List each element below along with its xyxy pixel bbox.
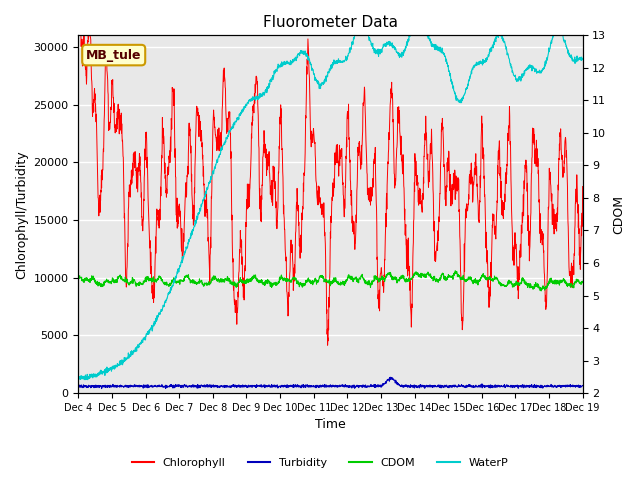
WaterP xyxy=(564,48,572,54)
Chlorophyll xyxy=(320,206,328,212)
Line: Turbidity: Turbidity xyxy=(79,377,582,389)
Chlorophyll xyxy=(75,33,83,38)
CDOM xyxy=(307,280,314,286)
Chlorophyll xyxy=(564,219,572,225)
WaterP xyxy=(564,48,572,53)
Line: Chlorophyll: Chlorophyll xyxy=(79,36,582,345)
WaterP xyxy=(75,374,83,380)
Turbidity xyxy=(98,386,106,392)
WaterP xyxy=(579,56,586,61)
Text: MB_tule: MB_tule xyxy=(86,48,141,61)
Turbidity xyxy=(564,383,572,388)
Turbidity xyxy=(472,383,480,388)
CDOM xyxy=(100,282,108,288)
Line: WaterP: WaterP xyxy=(79,36,582,380)
Chlorophyll xyxy=(579,184,586,190)
Turbidity xyxy=(320,383,328,389)
Y-axis label: Chlorophyll/Turbidity: Chlorophyll/Turbidity xyxy=(15,150,28,278)
WaterP xyxy=(100,369,108,375)
WaterP xyxy=(351,33,358,38)
Chlorophyll xyxy=(564,224,572,230)
CDOM xyxy=(451,268,459,274)
X-axis label: Time: Time xyxy=(315,419,346,432)
CDOM xyxy=(320,275,328,280)
CDOM xyxy=(472,279,479,285)
Turbidity xyxy=(75,384,83,389)
WaterP xyxy=(320,79,328,85)
WaterP xyxy=(307,60,314,65)
CDOM xyxy=(75,274,83,280)
CDOM xyxy=(579,278,586,284)
Turbidity xyxy=(307,384,314,390)
Turbidity xyxy=(100,383,108,388)
Chlorophyll xyxy=(472,151,479,156)
Turbidity xyxy=(579,383,586,388)
WaterP xyxy=(84,377,92,383)
Line: CDOM: CDOM xyxy=(79,271,582,291)
Y-axis label: CDOM: CDOM xyxy=(612,195,625,234)
Title: Fluorometer Data: Fluorometer Data xyxy=(263,15,398,30)
CDOM xyxy=(538,288,545,294)
Chlorophyll xyxy=(100,117,108,123)
Chlorophyll xyxy=(307,119,314,125)
Legend: Chlorophyll, Turbidity, CDOM, WaterP: Chlorophyll, Turbidity, CDOM, WaterP xyxy=(127,453,513,472)
Chlorophyll xyxy=(324,342,332,348)
CDOM xyxy=(564,282,572,288)
CDOM xyxy=(564,281,572,287)
WaterP xyxy=(472,61,480,67)
Turbidity xyxy=(564,383,572,389)
Turbidity xyxy=(387,374,394,380)
